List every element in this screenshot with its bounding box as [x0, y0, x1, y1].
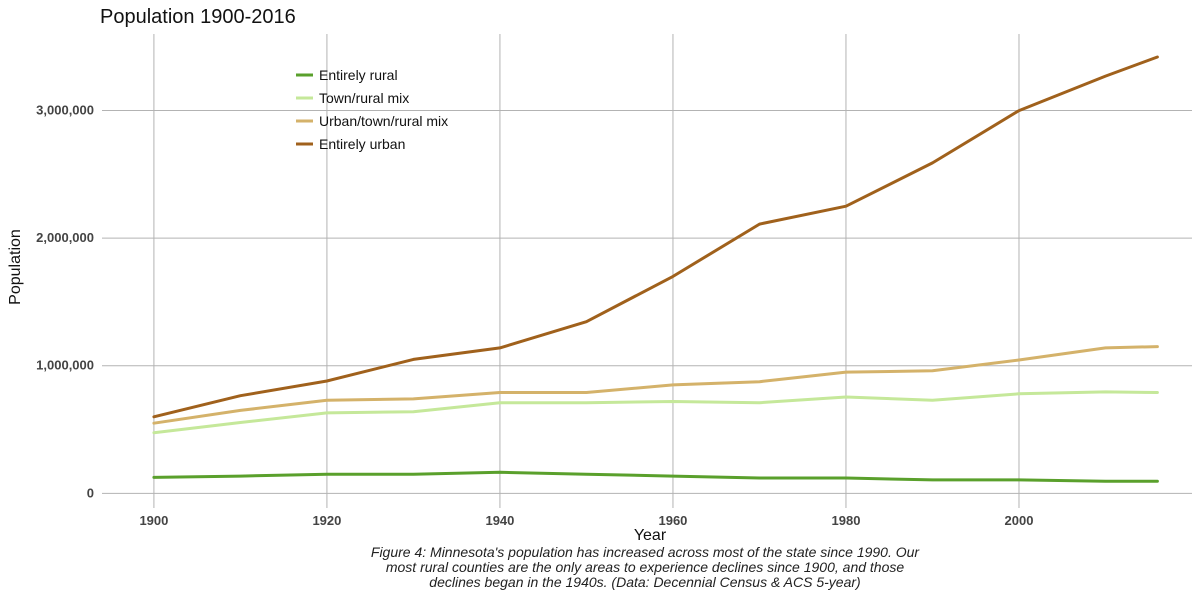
x-axis-label: Year: [633, 527, 667, 544]
caption-line: Figure 4: Minnesota's population has inc…: [370, 544, 920, 560]
caption-line: most rural counties are the only areas t…: [385, 559, 905, 575]
x-tick-label: 1980: [832, 513, 861, 528]
gridlines: [102, 34, 1192, 508]
x-tick-labels: 1900 1920 1940 1960 1980 2000: [139, 513, 1033, 528]
x-tick-label: 2000: [1005, 513, 1034, 528]
x-tick-label: 1920: [312, 513, 341, 528]
caption-line: declines began in the 1940s. (Data: Dece…: [429, 574, 861, 590]
x-tick-label: 1940: [485, 513, 514, 528]
y-tick-label: 2,000,000: [36, 230, 94, 245]
series-line: [152, 55, 1159, 419]
legend-label: Town/rural mix: [319, 90, 409, 106]
y-tick-labels: 0 1,000,000 2,000,000 3,000,000: [36, 103, 94, 501]
series-line: [152, 390, 1159, 435]
x-tick-label: 1900: [139, 513, 168, 528]
x-tick-label: 1960: [658, 513, 687, 528]
chart-title: Population 1900-2016: [100, 6, 296, 28]
y-tick-label: 3,000,000: [36, 103, 94, 118]
legend-label: Entirely urban: [319, 136, 405, 152]
series-lines: [152, 55, 1159, 483]
series-line: [152, 345, 1159, 425]
legend: Entirely rural Town/rural mix Urban/town/r…: [296, 67, 448, 152]
figure-caption: Figure 4: Minnesota's population has inc…: [330, 545, 960, 590]
legend-label: Urban/town/rural mix: [319, 113, 448, 129]
y-tick-label: 0: [87, 485, 94, 500]
series-line: [152, 470, 1159, 483]
y-tick-label: 1,000,000: [36, 358, 94, 373]
legend-label: Entirely rural: [319, 67, 398, 83]
